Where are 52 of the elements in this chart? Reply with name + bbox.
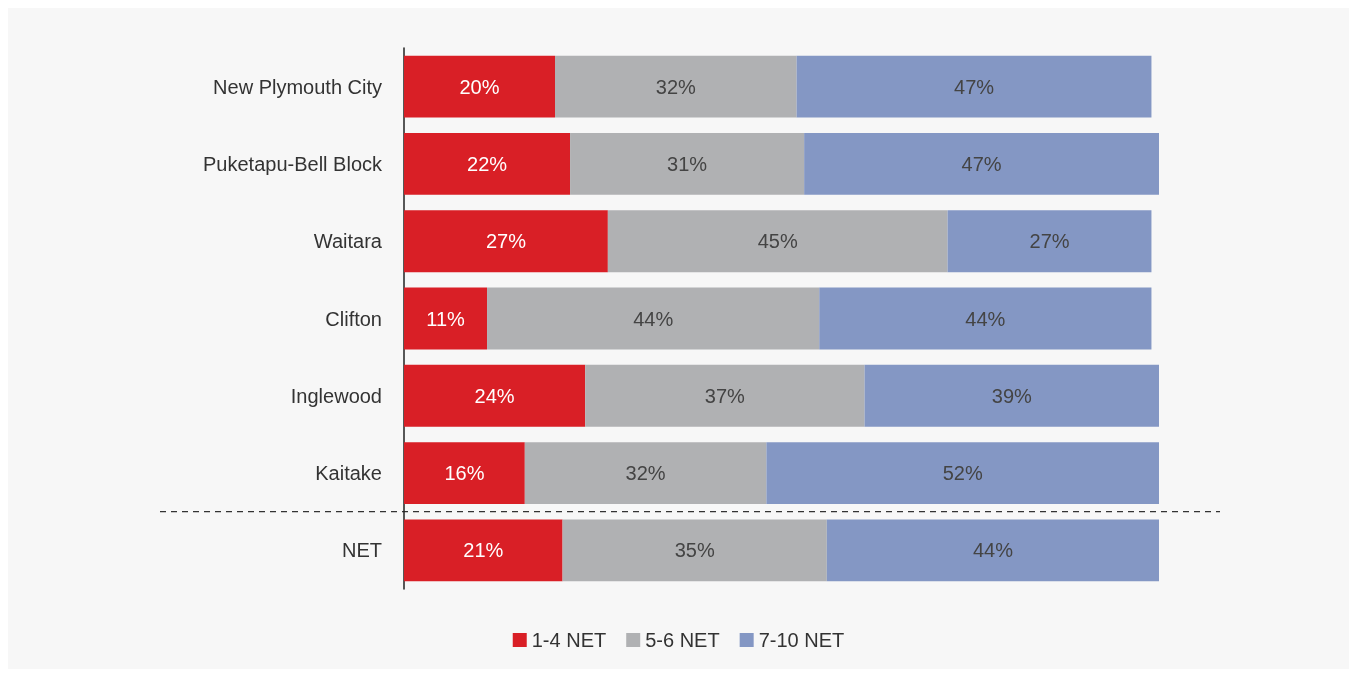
bar [524,442,767,504]
bar [796,55,1152,118]
bar [766,442,1159,504]
data-label: 47% [954,75,995,98]
data-label: 24% [474,384,515,407]
data-label: 44% [633,307,674,330]
data-label: 27% [1029,230,1070,253]
data-label: 47% [961,152,1002,175]
bar [947,210,1152,273]
bar [804,133,1159,195]
data-label: 16% [444,462,485,485]
bar [487,287,820,350]
bar [404,133,571,195]
data-label: 39% [991,384,1033,407]
legend-label: 1-4 NET [531,629,607,651]
data-label: 20% [459,75,500,98]
bar [819,287,1152,350]
y-tick-label: Waitara [313,230,383,253]
data-label: 27% [485,230,527,253]
data-label: 31% [667,152,708,175]
bar [585,364,865,427]
y-tick-label: NET [342,539,382,562]
legend-label: 5-6 NET [645,629,720,651]
data-label: 52% [942,462,983,485]
y-tick-label: Inglewood [290,384,382,407]
bar [570,133,805,195]
y-tick-label: Puketapu-Bell Block [203,152,383,175]
bar [404,442,525,504]
data-label: 37% [704,384,746,407]
data-label: 11% [426,307,466,330]
bar [404,519,563,582]
data-label: 32% [625,462,666,485]
bar [864,364,1159,427]
bar [404,287,488,350]
data-label: 45% [757,230,798,253]
y-tick-label: Kaitake [315,462,382,485]
data-label: 32% [655,75,697,98]
bar [826,519,1159,582]
bar [404,55,555,118]
data-label: 44% [972,539,1014,562]
bar [555,55,797,118]
legend-label: 7-10 NET [758,629,845,651]
data-label: 22% [467,152,508,175]
data-label: 35% [674,539,715,562]
bar [404,364,586,427]
bar [607,210,948,273]
data-label: 21% [463,539,504,562]
y-tick-label: New Plymouth City [213,75,382,98]
bar [562,519,827,582]
data-label: 44% [965,307,1006,330]
bar [404,210,608,273]
y-tick-label: Clifton [325,307,382,330]
